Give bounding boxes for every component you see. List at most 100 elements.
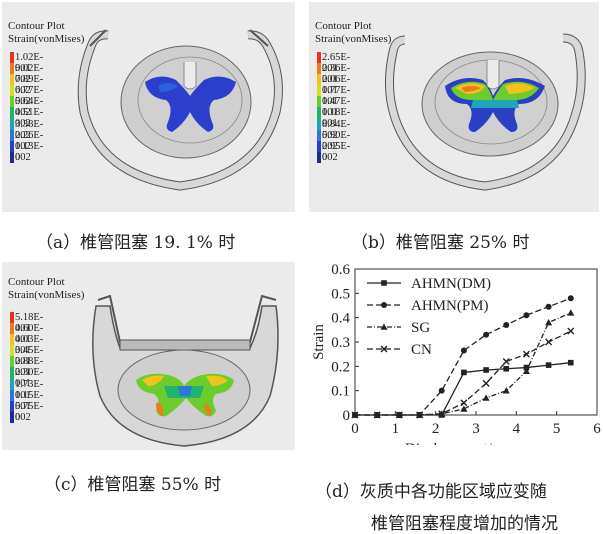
data-point-1 (503, 321, 510, 328)
legend-marker-0 (381, 280, 387, 286)
legend-value: 2.30E-001 (15, 367, 44, 390)
legend-value: 9.02E-002 (15, 63, 44, 86)
data-point-1 (545, 303, 552, 310)
data-point-1 (438, 387, 445, 394)
data-point-2 (567, 309, 575, 316)
caption-a: （a）椎管阻塞 19. 1% 时 (36, 233, 236, 253)
data-point-0 (545, 362, 552, 368)
legend-value: 4.51E-002 (15, 107, 44, 130)
legend-label-0: AHMN(DM) (411, 276, 491, 292)
x-tick-label: 5 (553, 421, 561, 437)
caption-d-line1: （d）灰质中各功能区域应变随 (315, 482, 547, 502)
y-tick-label: 0.4 (331, 311, 350, 327)
legend-value: 6.77E-002 (15, 85, 44, 108)
legend-value: 5.18E-001 (15, 312, 44, 334)
data-point-3 (460, 399, 468, 407)
legend-label-3: CN (411, 342, 432, 358)
legend-subtitle-line: Strain(vonMises) (315, 33, 392, 45)
data-point-1 (567, 295, 574, 302)
legend-marker-1 (381, 302, 387, 308)
legend-value: 2.88E-001 (15, 356, 44, 379)
legend-value: 4.03E-001 (15, 334, 44, 357)
data-point-3 (395, 411, 403, 419)
legend-value: 5.90E-002 (322, 129, 351, 152)
x-tick-label: 2 (432, 421, 440, 437)
x-tick-label: 4 (513, 421, 521, 437)
strain-line-chart: 0 0.1 0.2 0.3 0.4 0.5 0.6 0 1 2 3 4 5 6 Displacement/m… (311, 262, 601, 445)
legend-value: 5.75E-002 (15, 400, 44, 423)
data-point-2 (460, 405, 468, 412)
panel-c: Contour Plot Strain(vonMises) 5.18E-001 … (0, 262, 300, 495)
legend-title-b: Contour Plot Strain(vonMises) (315, 20, 391, 46)
legend-value: 8.84E-002 (322, 118, 351, 141)
legend-value: 1.47E-001 (322, 96, 351, 119)
data-point-3 (522, 350, 530, 358)
legend-title-line: Contour Plot (315, 20, 372, 32)
spinal-cord-figure-c (92, 294, 279, 447)
series-line-1 (355, 297, 572, 416)
legend-subtitle-line: Strain(vonMises) (8, 33, 85, 45)
y-tick-label: 0.2 (331, 359, 350, 375)
legend-value: 0 (15, 411, 21, 423)
x-tick-label: 1 (392, 421, 400, 437)
data-point-3 (482, 379, 490, 387)
legend-value: 2.36E-001 (322, 63, 351, 86)
data-point-2 (545, 319, 553, 326)
legend-value: 5.64E-002 (15, 96, 44, 119)
legend-value: 2.65E-001 (322, 52, 351, 74)
panel-a: Contour Plot Strain(vonMises) 1.02E-001 … (0, 0, 300, 253)
data-point-2 (482, 394, 490, 401)
y-tick-label: 0.6 (331, 262, 350, 278)
data-point-1 (523, 312, 530, 319)
data-point-2 (502, 387, 510, 394)
legend-title-c: Contour Plot Strain(vonMises) (8, 276, 84, 302)
data-point-3 (567, 327, 575, 335)
data-point-3 (438, 410, 446, 418)
legend-value: 2.06E-001 (322, 74, 351, 97)
data-point-3 (416, 411, 424, 419)
legend-value: 0 (322, 151, 328, 163)
legend-value: 4.60E-001 (15, 323, 44, 346)
legend-value: 1.02E-001 (15, 52, 44, 74)
x-axis-label: Displacement/mm (405, 441, 515, 445)
spinal-cord-figure-b (384, 33, 586, 191)
legend-value: 1.13E-002 (15, 140, 44, 163)
data-point-3 (351, 411, 359, 419)
data-point-0 (461, 369, 467, 376)
data-point-0 (523, 364, 530, 371)
panel-d: 0 0.1 0.2 0.3 0.4 0.5 0.6 0 1 2 3 4 5 6 Displacement/m… (305, 255, 603, 534)
y-tick-label: 0 (343, 408, 351, 424)
data-point-3 (545, 338, 553, 346)
legend-value: 1.77E-001 (322, 85, 351, 108)
legend-value: 1.73E-001 (15, 378, 44, 401)
data-point-1 (483, 331, 490, 338)
legend-title-line: Contour Plot (8, 20, 65, 32)
legend-value: 1.15E-001 (15, 389, 44, 412)
legend-title-line: Contour Plot (8, 276, 65, 288)
y-tick-label: 0.5 (331, 286, 350, 302)
legend-value: 1.18E-001 (322, 107, 351, 130)
x-tick-label: 0 (351, 421, 359, 437)
legend-label-1: AHMN(PM) (411, 298, 489, 314)
data-point-3 (502, 357, 510, 365)
y-axis-label: Strain (311, 324, 327, 360)
legend-marker-3 (380, 345, 388, 353)
caption-d-line2: 椎管阻塞程度增加的情况 (371, 514, 558, 534)
legend-value: 3.38E-002 (15, 118, 44, 141)
panel-b: Contour Plot Strain(vonMises) 2.65E-001 … (305, 0, 603, 253)
x-tick-label: 6 (593, 421, 601, 437)
legend-value: 3.45E-001 (15, 345, 44, 368)
series-line-2 (355, 312, 572, 416)
y-tick-label: 0.3 (331, 335, 350, 351)
data-point-0 (483, 367, 489, 373)
caption-b: （b）椎管阻塞 25% 时 (351, 233, 530, 253)
legend-subtitle-line: Strain(vonMises) (8, 289, 85, 301)
legend-marker-2 (380, 323, 388, 330)
legend-value: 0 (15, 151, 21, 163)
data-point-2 (522, 367, 530, 374)
legend-value: 7.89E-002 (15, 74, 44, 97)
legend-title-a: Contour Plot Strain(vonMises) (8, 20, 84, 46)
caption-c: （c）椎管阻塞 55% 时 (44, 475, 222, 495)
data-point-0 (567, 359, 574, 366)
x-tick-label: 3 (472, 421, 480, 437)
